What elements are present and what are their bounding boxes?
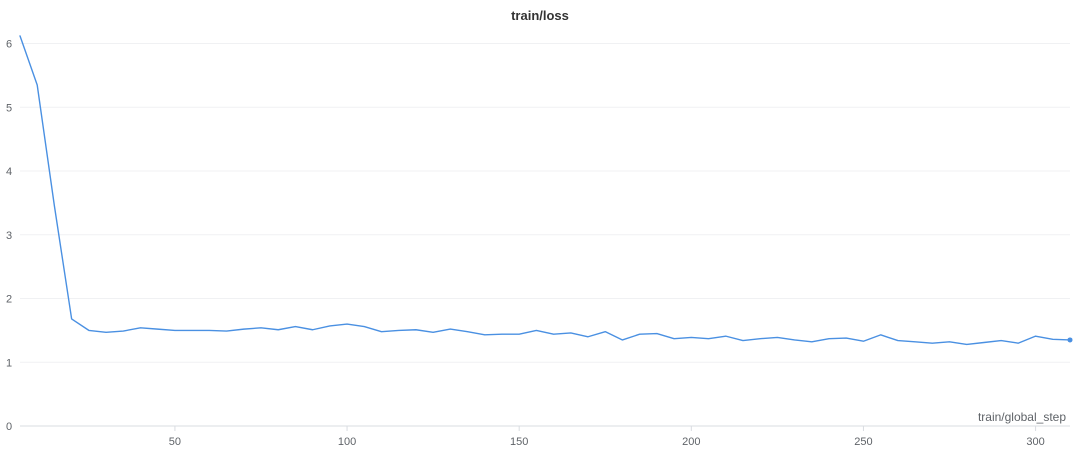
x-tick-label: 50 bbox=[169, 436, 181, 448]
x-tick-label: 100 bbox=[338, 436, 356, 448]
x-tick-label: 250 bbox=[854, 436, 872, 448]
y-tick-label: 2 bbox=[6, 294, 12, 306]
y-tick-label: 4 bbox=[6, 166, 12, 178]
loss-series-line bbox=[19, 35, 1071, 346]
x-tick-label: 300 bbox=[1026, 436, 1044, 448]
x-tick-label: 150 bbox=[510, 436, 528, 448]
last-point-marker bbox=[1067, 337, 1073, 343]
grid-layer bbox=[20, 43, 1070, 363]
series-layer bbox=[19, 35, 1073, 346]
x-axis-title: train/global_step bbox=[978, 410, 1066, 424]
y-tick-label: 3 bbox=[6, 230, 12, 242]
y-tick-label: 5 bbox=[6, 102, 12, 114]
y-tick-label: 1 bbox=[6, 357, 12, 369]
chart-title: train/loss bbox=[511, 8, 569, 23]
y-tick-label: 6 bbox=[6, 39, 12, 51]
text-layer: train/loss train/global_step 0 1 2 3 4 5 6 50 10… bbox=[6, 8, 1066, 448]
x-tick-label: 200 bbox=[682, 436, 700, 448]
y-tick-label: 0 bbox=[6, 421, 12, 433]
axis-layer bbox=[20, 425, 1070, 431]
